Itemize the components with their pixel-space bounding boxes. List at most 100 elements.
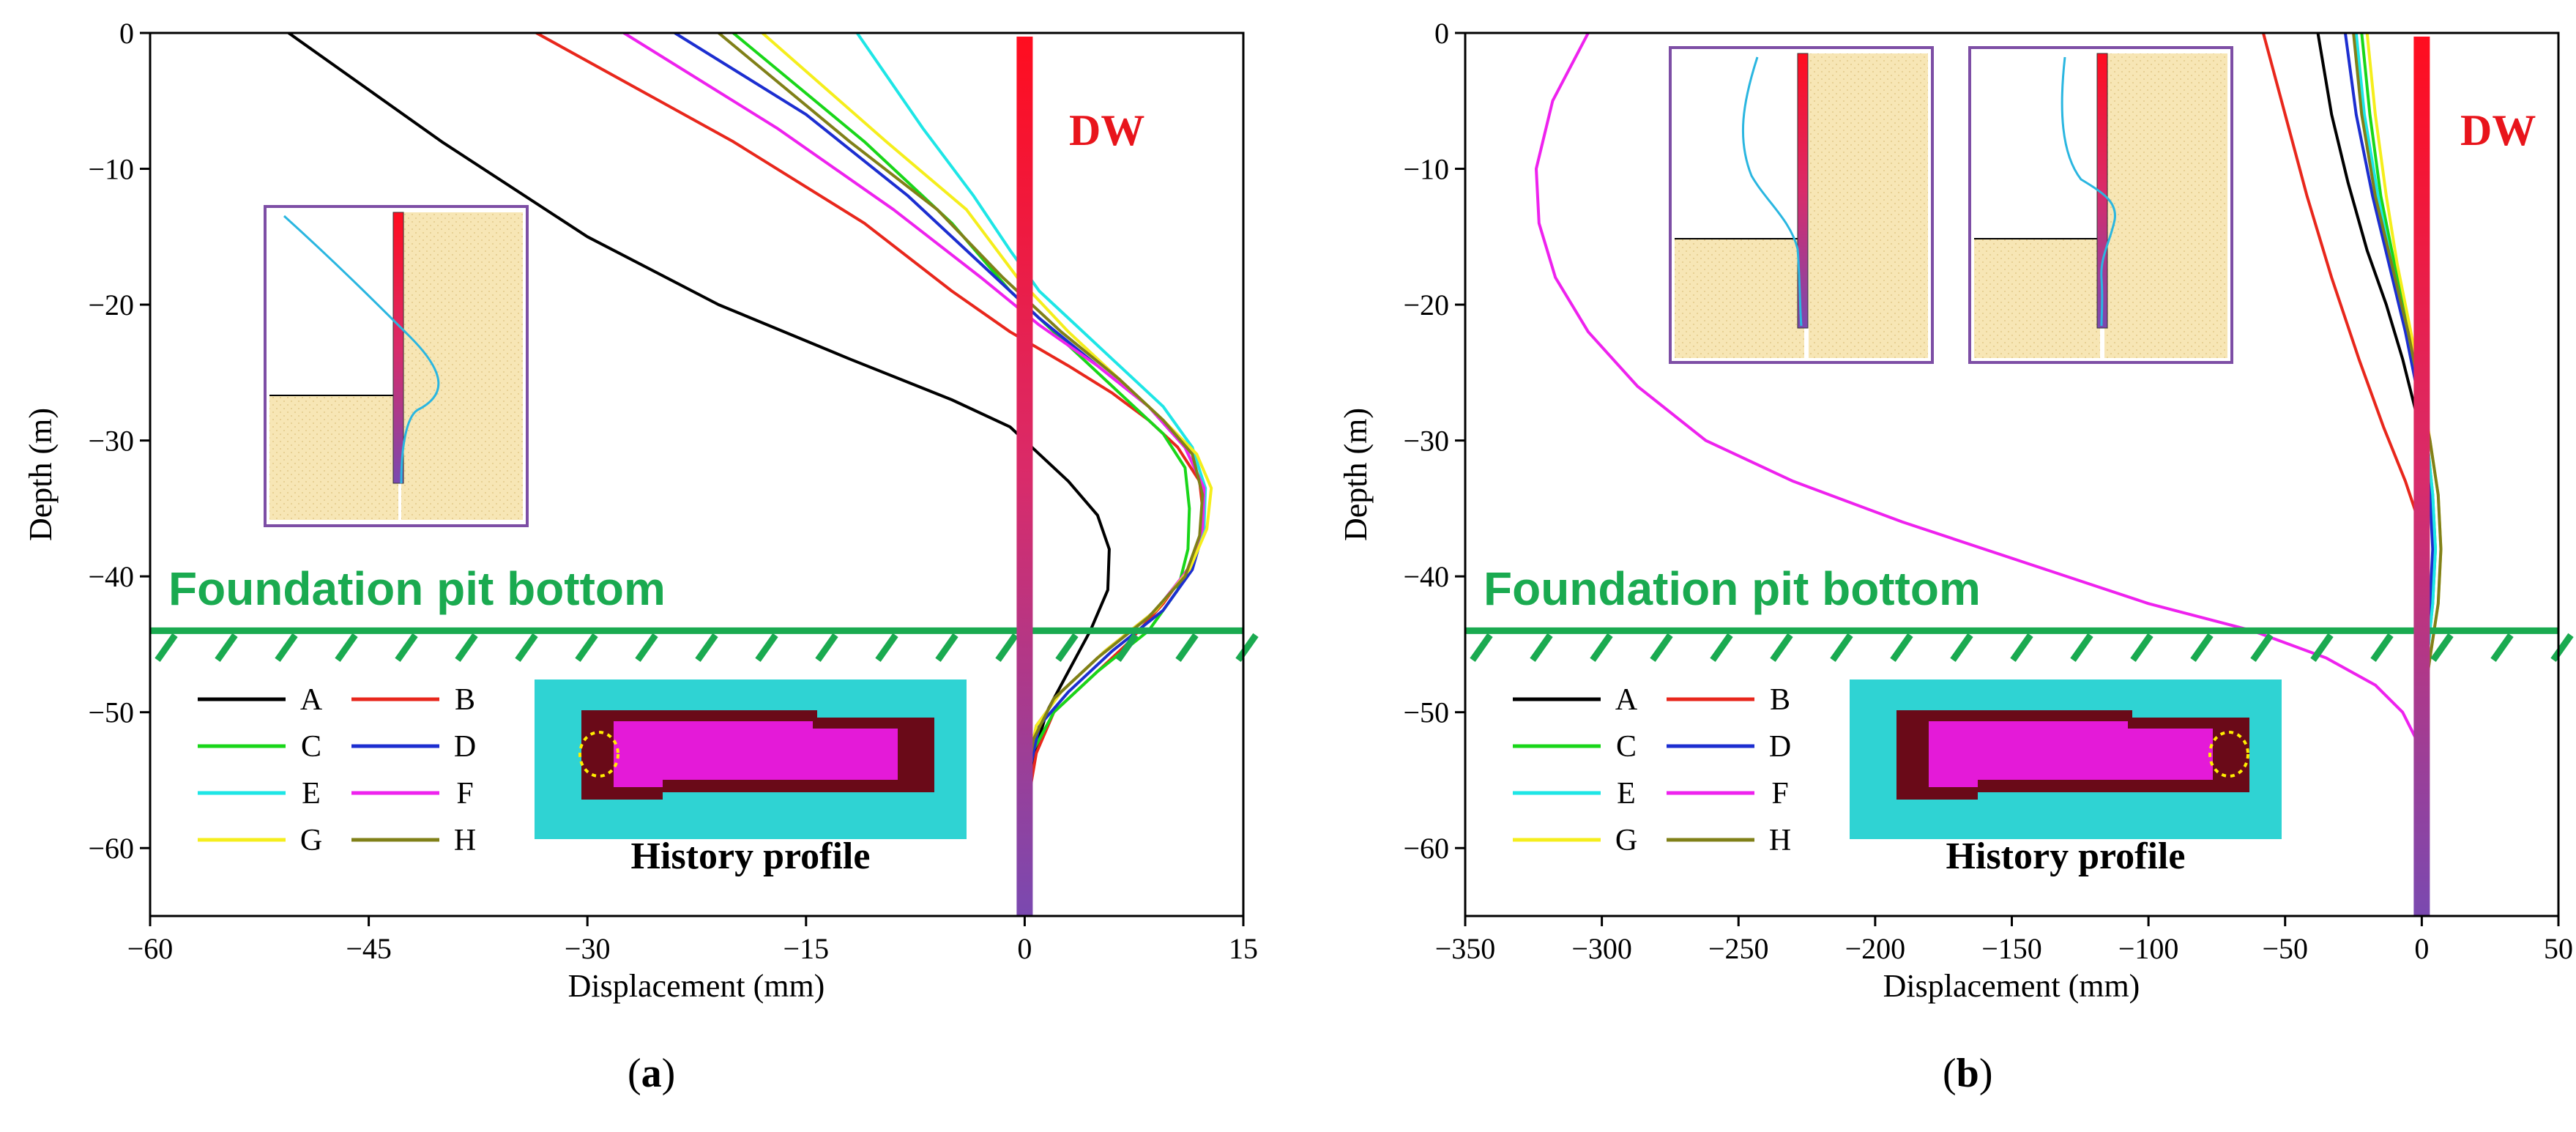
x-tick-label: −45 — [346, 932, 392, 965]
y-tick-label: −20 — [88, 288, 134, 321]
pit-hatch — [1055, 633, 1079, 662]
legend-label-d: D — [1769, 730, 1791, 764]
pit-hatch — [1890, 633, 1913, 662]
plot-frame — [149, 31, 1245, 917]
legend-label-b: B — [1770, 683, 1790, 717]
pit-hatch — [395, 633, 418, 662]
legend-label-h: H — [454, 824, 476, 857]
pit-hatch — [635, 633, 658, 662]
x-tick-label: −350 — [1435, 932, 1496, 965]
x-tick-label: −50 — [2262, 932, 2308, 965]
legend-label-c: C — [1616, 730, 1637, 764]
diaphragm-wall — [1016, 37, 1033, 916]
legend-label-c: C — [301, 730, 321, 764]
pit-hatch — [875, 633, 898, 662]
y-tick-label: −10 — [88, 153, 134, 186]
highlight-circle — [2208, 731, 2249, 778]
series-line-c — [732, 33, 1191, 822]
history-profile-inset: History profile — [535, 679, 967, 877]
panel-caption: (b) — [1943, 1051, 1992, 1096]
x-tick-label: −15 — [783, 932, 830, 965]
diaphragm-wall-bar — [1016, 37, 1033, 916]
diaphragm-wall-bar — [2413, 37, 2430, 916]
y-tick-label: −50 — [1403, 696, 1449, 729]
panel-caption: (a) — [628, 1051, 675, 1096]
pit-hatch — [1470, 633, 1493, 662]
panel-b: −350 −300 −250 −200 −150 −100 −50 0 50 0 −10 −20 −30… — [1338, 17, 2574, 1096]
series-line-f — [1535, 33, 2418, 740]
x-tick-label: −250 — [1708, 932, 1769, 965]
x-tick-label: −150 — [1981, 932, 2042, 965]
pit-hatch — [2370, 633, 2394, 662]
deformation-inset-left — [1669, 46, 1934, 364]
pit-hatch — [1530, 633, 1553, 662]
legend-label-a: A — [300, 683, 323, 717]
y-axis-label: Depth (m) — [23, 408, 59, 541]
y-tick-label: −40 — [1403, 560, 1449, 593]
y-tick-label: −60 — [1403, 832, 1449, 865]
legend-label-g: G — [1615, 824, 1637, 857]
pit-hatch — [1115, 633, 1139, 662]
x-tick-label: 0 — [1017, 932, 1032, 965]
y-tick-label: −60 — [88, 832, 134, 865]
pit-bottom-line — [150, 627, 1259, 662]
pit-hatch — [815, 633, 838, 662]
pit-hatch — [1770, 633, 1793, 662]
x-tick-label: −100 — [2118, 932, 2179, 965]
x-axis-label: Displacement (mm) — [1883, 968, 2140, 1004]
pit-hatch — [2010, 633, 2033, 662]
legend-label-f: F — [456, 777, 473, 811]
dw-label: DW — [1069, 106, 1144, 154]
legend-label-g: G — [300, 824, 322, 857]
y-tick-label: 0 — [119, 17, 134, 50]
pit-hatch — [695, 633, 718, 662]
x-axis-label: Displacement (mm) — [568, 968, 825, 1004]
highlight-circle — [578, 731, 619, 778]
deformation-inset-right — [1968, 46, 2233, 364]
series-line-h — [718, 33, 1205, 794]
pit-hatch — [1235, 633, 1259, 662]
pit-hatch — [2130, 633, 2154, 662]
y-tick-label: 0 — [1434, 17, 1449, 50]
y-tick-label: −30 — [1403, 425, 1449, 458]
pit-hatch — [935, 633, 958, 662]
y-tick-label: −10 — [1403, 153, 1449, 186]
pit-hatch — [2550, 633, 2574, 662]
y-tick-label: −50 — [88, 696, 134, 729]
x-tick-label: 15 — [1229, 932, 1258, 965]
legend-label-h: H — [1769, 824, 1791, 857]
y-tick-label: −40 — [88, 560, 134, 593]
dw-label: DW — [2460, 106, 2536, 154]
legend: A B C D E F G H — [1513, 683, 1791, 857]
pit-hatch — [2070, 633, 2093, 662]
pit-hatch — [335, 633, 358, 662]
axis-ticks: −60 −45 −30 −15 0 15 0 −10 −20 −30 −40 −50 −60 — [88, 17, 1258, 965]
axis-ticks: −350 −300 −250 −200 −150 −100 −50 0 50 0 −10 −20 −30… — [1403, 17, 2573, 965]
y-axis-label: Depth (m) — [1338, 408, 1374, 541]
pit-hatch — [515, 633, 538, 662]
x-tick-label: −30 — [565, 932, 611, 965]
x-tick-label: −200 — [1845, 932, 1906, 965]
legend-label-b: B — [455, 683, 475, 717]
panel-caption-letter: a — [641, 1051, 662, 1096]
pit-hatch — [1590, 633, 1613, 662]
pit-hatch — [155, 633, 178, 662]
pit-hatch — [995, 633, 1019, 662]
pit-bottom-line — [1465, 627, 2574, 662]
pit-bottom-label: Foundation pit bottom — [1484, 562, 1981, 615]
pit-hatch — [455, 633, 478, 662]
pit-hatch — [2430, 633, 2454, 662]
legend-label-d: D — [454, 730, 476, 764]
series-lines — [287, 33, 1213, 916]
series-line-a — [2316, 33, 2424, 712]
pit-hatch — [1650, 633, 1673, 662]
pit-hatch — [2490, 633, 2514, 662]
pit-hatch — [1830, 633, 1853, 662]
x-tick-label: 50 — [2544, 932, 2573, 965]
history-profile-label: History profile — [631, 835, 871, 877]
x-tick-label: −60 — [127, 932, 174, 965]
x-tick-label: −300 — [1571, 932, 1632, 965]
pit-hatch — [2310, 633, 2334, 662]
pit-bottom-label: Foundation pit bottom — [168, 562, 666, 615]
